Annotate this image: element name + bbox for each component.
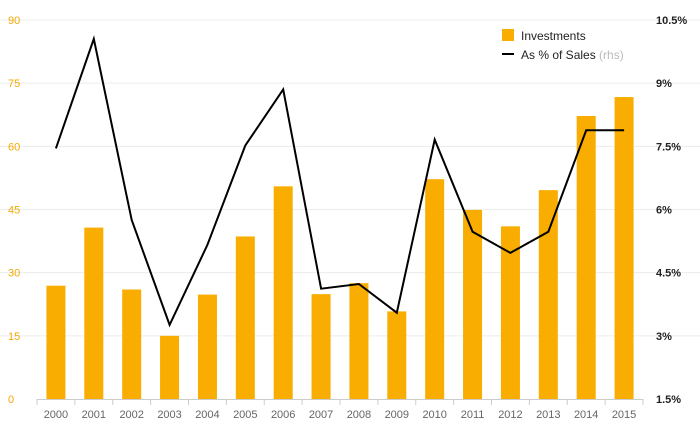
x-tick-label-2005: 2005 (233, 409, 257, 421)
x-tick-label-2015: 2015 (612, 409, 636, 421)
left-tick-label-3: 45 (8, 205, 20, 217)
bar-2009 (387, 311, 407, 399)
bar-2012 (500, 226, 520, 399)
x-tick-label-2011: 2011 (461, 409, 485, 421)
left-tick-label-0: 0 (8, 394, 14, 406)
right-axis-ticks: 1.5% 3% 4.5% 6% 7.5% 9% 10.5% (656, 15, 687, 406)
bar-2006 (273, 186, 293, 399)
sales-percent-line (54, 35, 625, 328)
left-tick-label-4: 60 (8, 141, 20, 153)
legend-investments-swatch (502, 29, 514, 41)
x-tick-label-2013: 2013 (536, 409, 560, 421)
sales-percent-line-group (54, 35, 625, 328)
right-tick-label-3: 6% (656, 205, 672, 217)
x-tick-label-2009: 2009 (385, 409, 409, 421)
right-tick-label-1: 3% (656, 331, 672, 343)
bar-2005 (235, 236, 255, 399)
left-tick-label-1: 15 (8, 331, 20, 343)
x-tick-label-2001: 2001 (82, 409, 106, 421)
legend-sales-label: As % of Sales (rhs) (521, 48, 624, 62)
right-tick-label-2: 4.5% (656, 268, 681, 280)
bar-2008 (349, 283, 369, 399)
x-tick-label-2006: 2006 (271, 409, 295, 421)
x-tick-label-2012: 2012 (498, 409, 522, 421)
bar-2001 (84, 227, 104, 399)
bar-2003 (160, 335, 180, 399)
x-tick-label-2002: 2002 (119, 409, 143, 421)
bar-2007 (311, 294, 331, 399)
bar-2010 (425, 179, 445, 399)
bar-2014 (576, 116, 596, 399)
legend-sales-label-suffix: (rhs) (599, 48, 624, 62)
left-tick-label-2: 30 (8, 268, 20, 280)
legend-sales-label-text: As % of Sales (521, 48, 596, 62)
legend: Investments As % of Sales (rhs) (502, 29, 624, 62)
legend-investments-label: Investments (521, 29, 586, 43)
left-tick-label-5: 75 (8, 78, 20, 90)
investment-bars (46, 97, 634, 400)
bar-2011 (463, 209, 483, 399)
x-tick-label-2014: 2014 (574, 409, 598, 421)
left-axis-ticks: 0 15 30 45 60 75 90 (8, 15, 20, 406)
x-tick-label-2000: 2000 (44, 409, 68, 421)
x-axis-ticks: 2000 2001 2002 2003 2004 2005 2006 2007 2008 2009… (44, 409, 637, 421)
bar-2000 (46, 285, 66, 399)
right-tick-label-0: 1.5% (656, 394, 681, 406)
axes (36, 399, 644, 405)
left-tick-label-6: 90 (8, 15, 20, 27)
x-tick-label-2004: 2004 (195, 409, 219, 421)
x-tick-label-2007: 2007 (309, 409, 333, 421)
right-tick-label-6: 10.5% (656, 15, 687, 27)
right-tick-label-5: 9% (656, 78, 672, 90)
bar-2013 (538, 190, 558, 399)
bar-2002 (122, 289, 142, 399)
x-tick-label-2008: 2008 (347, 409, 371, 421)
bar-2004 (197, 294, 217, 399)
x-tick-label-2003: 2003 (157, 409, 181, 421)
right-tick-label-4: 7.5% (656, 141, 681, 153)
bar-2015 (614, 97, 634, 400)
x-tick-label-2010: 2010 (422, 409, 446, 421)
